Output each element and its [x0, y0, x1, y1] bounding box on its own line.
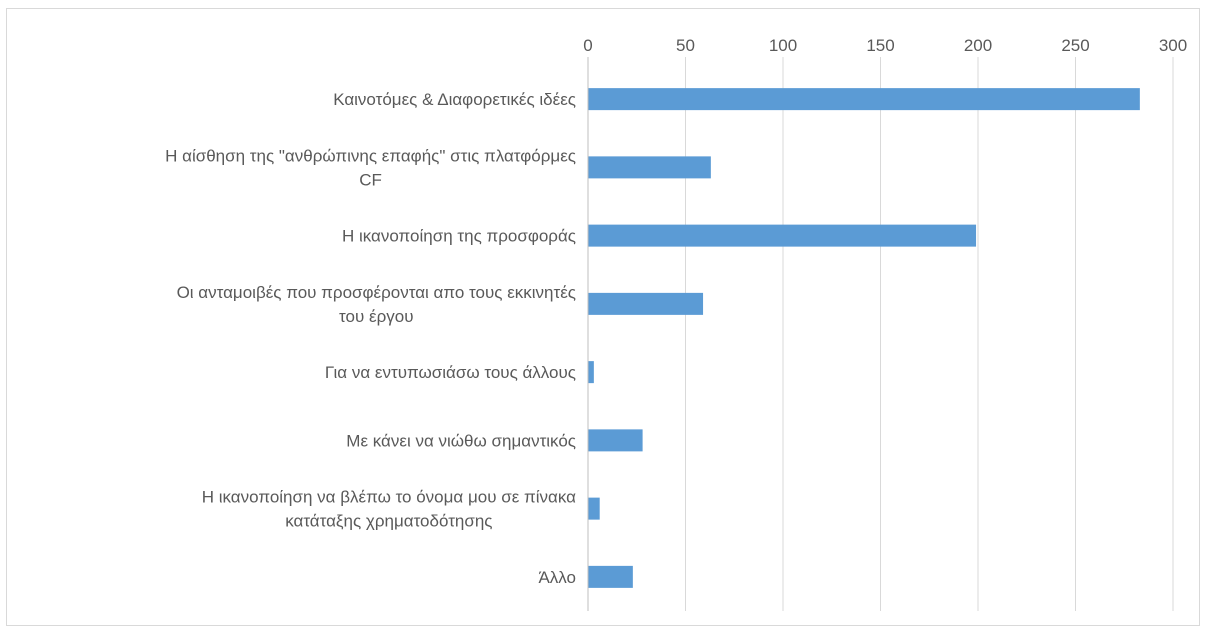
- category-label: Η ικανοποίηση της προσφοράς: [342, 227, 576, 246]
- x-tick-label: 100: [769, 36, 797, 55]
- bar: [588, 497, 600, 520]
- chart-frame: 0 50 100 150 200 250 300 Καινοτόμες & Διαφορετι…: [6, 8, 1200, 626]
- bar-chart: 0 50 100 150 200 250 300 Καινοτόμες & Διαφορετι…: [165, 36, 1187, 611]
- x-tick-label: 250: [1061, 36, 1089, 55]
- x-tick-label: 300: [1159, 36, 1187, 55]
- x-tick-label: 150: [866, 36, 894, 55]
- category-label-line: Η ικανοποίηση της προσφοράς: [342, 227, 576, 246]
- category-label-line: Για να εντυπωσιάσω τους άλλους: [325, 363, 576, 382]
- category-label-line: του έργου: [339, 307, 413, 326]
- category-label: Καινοτόμες & Διαφορετικές ιδέες: [333, 90, 576, 109]
- bar: [588, 88, 1140, 111]
- category-label: Η αίσθηση της "ανθρώπινης επαφής" στις π…: [165, 146, 576, 189]
- category-label: Για να εντυπωσιάσω τους άλλους: [325, 363, 576, 382]
- category-label-line: Άλλο: [538, 568, 576, 587]
- category-label-line: Καινοτόμες & Διαφορετικές ιδέες: [333, 90, 576, 109]
- category-label: Οι ανταμοιβές που προσφέρονται απο τους …: [177, 283, 576, 326]
- bar: [588, 292, 704, 315]
- category-label-line: Η αίσθηση της "ανθρώπινης επαφής" στις π…: [165, 146, 576, 165]
- bar: [588, 156, 711, 179]
- bar: [588, 565, 633, 588]
- bar: [588, 429, 643, 452]
- category-label-line: κατάταξης χρηματοδότησης: [285, 512, 492, 531]
- category-label-line: Οι ανταμοιβές που προσφέρονται απο τους …: [177, 283, 576, 302]
- bar: [588, 361, 594, 384]
- x-tick-label: 0: [583, 36, 592, 55]
- category-label: Άλλο: [538, 568, 576, 587]
- category-label: Η ικανοποίηση να βλέπω το όνομα μου σε π…: [202, 488, 576, 531]
- category-label-line: CF: [359, 170, 382, 189]
- category-label-line: Η ικανοποίηση να βλέπω το όνομα μου σε π…: [202, 488, 576, 507]
- category-label: Με κάνει να νιώθω σημαντικός: [346, 431, 576, 450]
- bar: [588, 224, 977, 247]
- category-label-line: Με κάνει να νιώθω σημαντικός: [346, 431, 576, 450]
- x-tick-label: 200: [964, 36, 992, 55]
- x-tick-label: 50: [676, 36, 695, 55]
